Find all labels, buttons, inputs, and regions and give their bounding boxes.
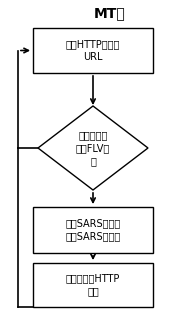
Text: MT端: MT端 <box>94 6 126 20</box>
FancyBboxPatch shape <box>33 263 153 307</box>
Text: 检测下一个HTTP
报文: 检测下一个HTTP 报文 <box>66 273 120 297</box>
FancyBboxPatch shape <box>33 207 153 253</box>
Text: 是否后续视
文有FLV标
识: 是否后续视 文有FLV标 识 <box>76 130 110 166</box>
Text: 通过SARS请求发
送给SARS服务器: 通过SARS请求发 送给SARS服务器 <box>65 219 121 242</box>
FancyBboxPatch shape <box>33 28 153 73</box>
Polygon shape <box>38 106 148 190</box>
Text: 抓取HTTP请求的
URL: 抓取HTTP请求的 URL <box>66 39 120 62</box>
